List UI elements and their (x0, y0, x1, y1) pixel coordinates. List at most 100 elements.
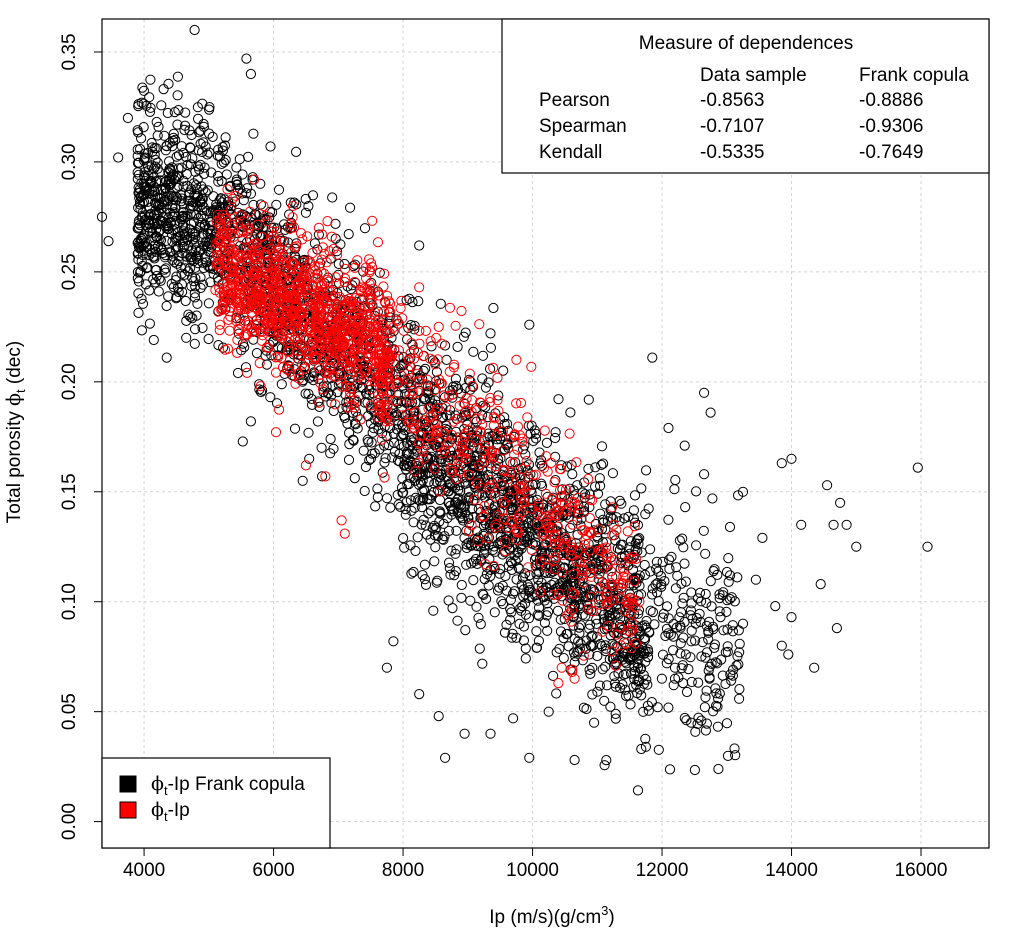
data-point (313, 342, 324, 353)
copula-point (245, 68, 256, 80)
data-point (444, 390, 455, 402)
copula-point (348, 375, 359, 386)
copula-point (205, 239, 216, 250)
copula-point (533, 602, 545, 613)
copula-point (172, 119, 183, 130)
data-point (488, 362, 499, 373)
copula-point (151, 116, 162, 128)
data-point (351, 315, 362, 326)
copula-point (685, 610, 696, 621)
copula-point (575, 603, 586, 614)
copula-point (574, 622, 585, 633)
data-point (219, 344, 231, 355)
table-row-measure: Kendall (539, 142, 602, 163)
data-point (242, 256, 253, 267)
y-axis-label-suffix: (dec) (4, 341, 25, 390)
legend-label-data: ϕt-Ip (151, 799, 190, 824)
copula-point (466, 558, 477, 569)
copula-point (616, 498, 627, 509)
copula-point (239, 342, 250, 353)
data-point (428, 430, 439, 441)
copula-point (686, 598, 697, 609)
copula-point (176, 211, 188, 223)
data-point (304, 271, 315, 282)
data-point (224, 325, 235, 336)
copula-point (421, 417, 432, 428)
data-point (236, 266, 247, 277)
data-point (356, 370, 367, 381)
x-axis-label-close: ) (608, 907, 614, 928)
data-point (278, 252, 289, 263)
copula-point (420, 469, 431, 480)
copula-point (133, 202, 144, 213)
copula-point (605, 612, 616, 624)
data-point (249, 265, 260, 276)
copula-point (605, 588, 616, 599)
data-point (471, 404, 483, 416)
copula-point (213, 275, 224, 287)
data-point (398, 325, 409, 336)
data-point (403, 354, 414, 365)
data-point (429, 385, 440, 396)
data-point (615, 640, 627, 651)
copula-point (730, 750, 741, 761)
copula-point (573, 636, 584, 647)
data-point (250, 281, 261, 292)
data-point (349, 262, 360, 273)
copula-point (651, 556, 663, 567)
copula-point (584, 502, 595, 513)
copula-point (594, 680, 606, 691)
copula-point (642, 700, 654, 711)
copula-point (437, 412, 449, 423)
copula-point (653, 566, 664, 577)
data-point (355, 349, 366, 360)
copula-point (809, 662, 820, 673)
data-point (634, 596, 645, 607)
copula-point (532, 528, 543, 540)
copula-point (453, 499, 465, 510)
copula-point (134, 187, 145, 199)
copula-point (519, 520, 530, 532)
dependence-table: Measure of dependences Data sample Frank… (501, 18, 990, 174)
data-point (620, 606, 631, 617)
data-point (315, 311, 326, 322)
copula-point (701, 685, 712, 696)
copula-point (489, 508, 500, 519)
copula-point (234, 154, 245, 165)
copula-point (613, 628, 624, 639)
copula-point (233, 328, 245, 339)
copula-point (409, 324, 420, 335)
copula-point (325, 433, 336, 445)
data-point (562, 610, 573, 621)
copula-point (663, 422, 674, 434)
copula-point (705, 407, 716, 418)
copula-point (195, 272, 206, 283)
copula-point (498, 365, 509, 376)
data-point (473, 460, 485, 471)
copula-point (786, 453, 797, 464)
data-point (602, 621, 614, 632)
data-point (601, 598, 612, 610)
copula-point (385, 502, 396, 513)
data-point (450, 320, 461, 331)
copula-point (140, 279, 151, 290)
data-point (295, 228, 307, 239)
table-header-frank-copula: Frank copula (859, 65, 969, 86)
copula-point (671, 622, 682, 633)
copula-point (601, 680, 613, 691)
copula-point (148, 334, 159, 346)
copula-point (365, 453, 376, 464)
data-point (409, 423, 420, 434)
data-point (313, 294, 324, 305)
copula-point (218, 157, 229, 168)
copula-point (179, 124, 190, 136)
copula-point (285, 197, 296, 208)
copula-point (669, 662, 681, 673)
data-point (325, 300, 337, 311)
copula-point (163, 291, 174, 302)
data-point (608, 580, 619, 592)
copula-point (199, 162, 210, 173)
data-point (415, 430, 426, 441)
copula-point (558, 653, 569, 664)
